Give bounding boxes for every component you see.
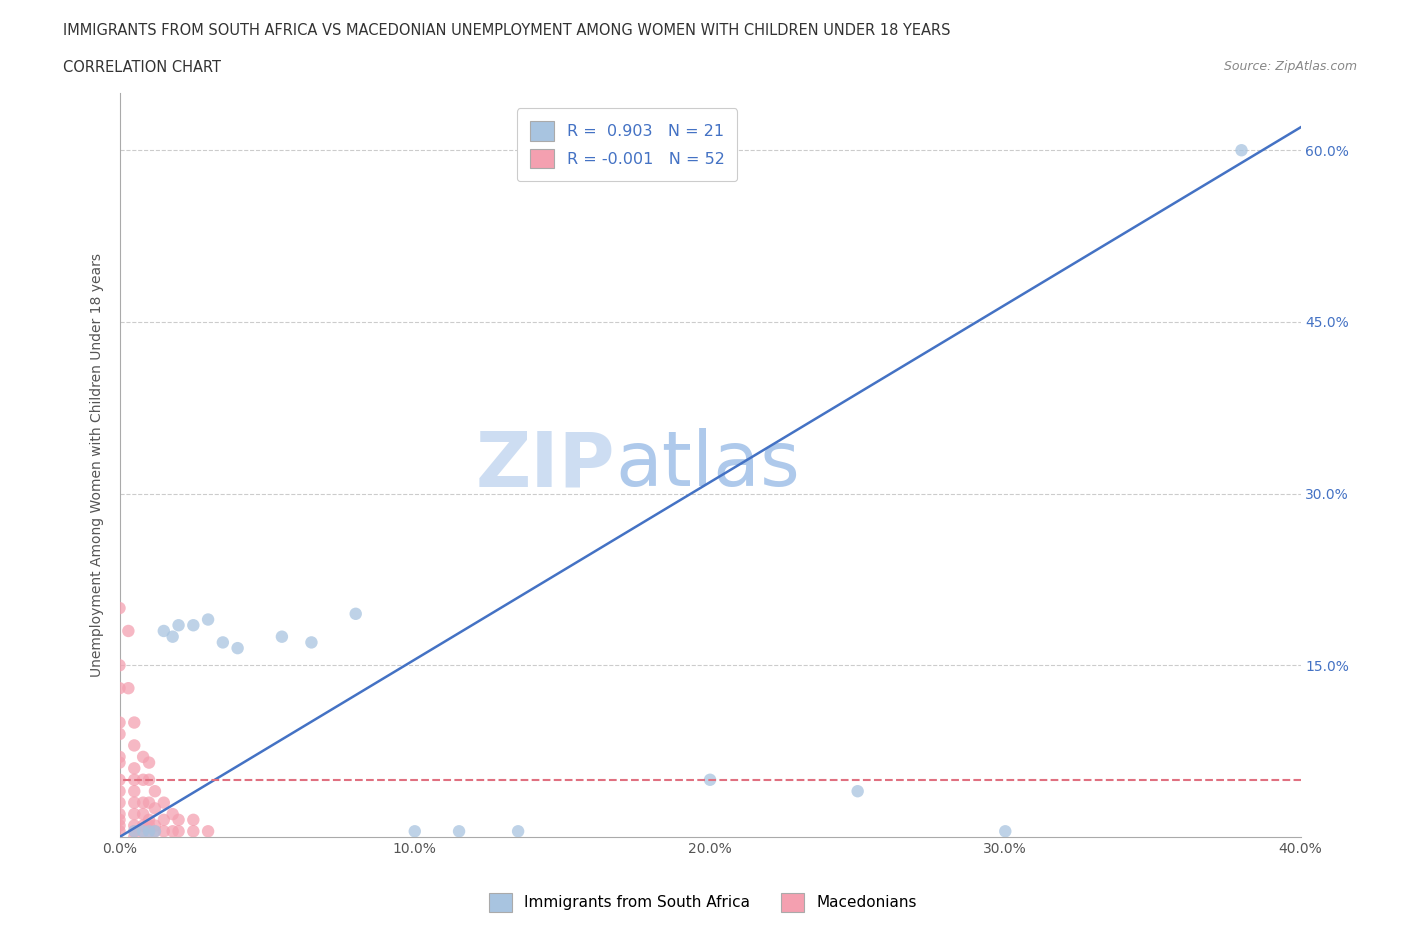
Point [153, 813, 174, 828]
Point [994, 824, 1017, 839]
Point [183, 618, 205, 632]
Point [153, 795, 174, 810]
Point [108, 715, 131, 730]
Point [108, 726, 131, 741]
Point [108, 755, 131, 770]
Point [138, 824, 160, 839]
Point [132, 824, 155, 839]
Point [183, 824, 205, 839]
Point [153, 623, 174, 638]
Point [132, 806, 155, 821]
Point [447, 824, 470, 839]
Point [132, 795, 155, 810]
Point [167, 824, 190, 839]
Point [108, 750, 131, 764]
Point [143, 824, 166, 839]
Point [846, 784, 869, 799]
Point [183, 813, 205, 828]
Point [506, 824, 529, 839]
Text: Source: ZipAtlas.com: Source: ZipAtlas.com [1223, 60, 1357, 73]
Point [124, 715, 146, 730]
Point [143, 824, 166, 839]
Point [211, 635, 233, 650]
Point [167, 618, 190, 632]
Point [138, 795, 160, 810]
Point [117, 623, 139, 638]
Legend: R =  0.903   N = 21, R = -0.001   N = 52: R = 0.903 N = 21, R = -0.001 N = 52 [517, 109, 737, 181]
Point [108, 658, 131, 672]
Point [124, 818, 146, 833]
Point [108, 824, 131, 839]
Text: ZIP: ZIP [477, 428, 616, 502]
Point [1230, 143, 1253, 158]
Point [167, 813, 190, 828]
Point [270, 630, 294, 644]
Point [153, 824, 174, 839]
Point [138, 818, 160, 833]
Point [162, 806, 184, 821]
Text: CORRELATION CHART: CORRELATION CHART [63, 60, 221, 75]
Point [301, 635, 323, 650]
Point [132, 772, 155, 787]
Point [108, 818, 131, 833]
Point [108, 806, 131, 821]
Point [124, 772, 146, 787]
Point [143, 784, 166, 799]
Point [124, 824, 146, 839]
Point [124, 830, 146, 844]
Point [124, 824, 146, 839]
Text: atlas: atlas [616, 428, 800, 502]
Point [108, 795, 131, 810]
Point [124, 761, 146, 776]
Point [143, 818, 166, 833]
Point [108, 601, 131, 616]
Point [124, 795, 146, 810]
Point [108, 813, 131, 828]
Point [138, 813, 160, 828]
Point [124, 806, 146, 821]
Point [108, 784, 131, 799]
Y-axis label: Unemployment Among Women with Children Under 18 years: Unemployment Among Women with Children U… [90, 253, 104, 677]
Point [108, 681, 131, 696]
Point [138, 755, 160, 770]
Point [162, 630, 184, 644]
Point [132, 818, 155, 833]
Legend: Immigrants from South Africa, Macedonians: Immigrants from South Africa, Macedonian… [484, 887, 922, 918]
Point [197, 612, 219, 627]
Point [699, 772, 721, 787]
Point [197, 824, 219, 839]
Point [404, 824, 426, 839]
Point [162, 824, 184, 839]
Point [344, 606, 367, 621]
Point [132, 750, 155, 764]
Point [124, 738, 146, 753]
Point [138, 824, 160, 839]
Point [124, 784, 146, 799]
Point [143, 801, 166, 816]
Point [226, 641, 249, 656]
Point [132, 824, 155, 839]
Point [108, 772, 131, 787]
Point [138, 772, 160, 787]
Point [117, 681, 139, 696]
Text: IMMIGRANTS FROM SOUTH AFRICA VS MACEDONIAN UNEMPLOYMENT AMONG WOMEN WITH CHILDRE: IMMIGRANTS FROM SOUTH AFRICA VS MACEDONI… [63, 23, 950, 38]
